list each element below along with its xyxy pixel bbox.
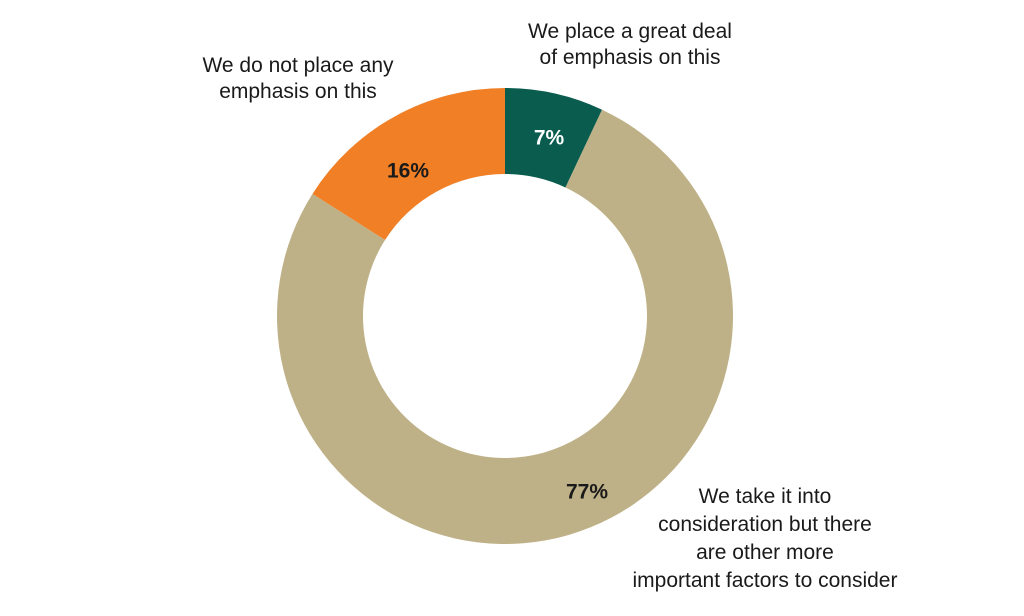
donut-slice-2 bbox=[277, 109, 733, 544]
slice-category-label-2: We take it into consideration but there ar… bbox=[633, 485, 898, 592]
slice-category-label-1: We place a great deal of emphasis on this bbox=[528, 20, 732, 69]
donut-slice-3 bbox=[312, 88, 505, 240]
slice-value-label-3: 16% bbox=[387, 160, 429, 183]
donut-slice-1 bbox=[505, 88, 603, 188]
slice-value-label-2: 77% bbox=[566, 481, 608, 504]
slice-value-label-1: 7% bbox=[534, 127, 565, 150]
slice-category-label-3: We do not place any emphasis on this bbox=[202, 54, 394, 103]
